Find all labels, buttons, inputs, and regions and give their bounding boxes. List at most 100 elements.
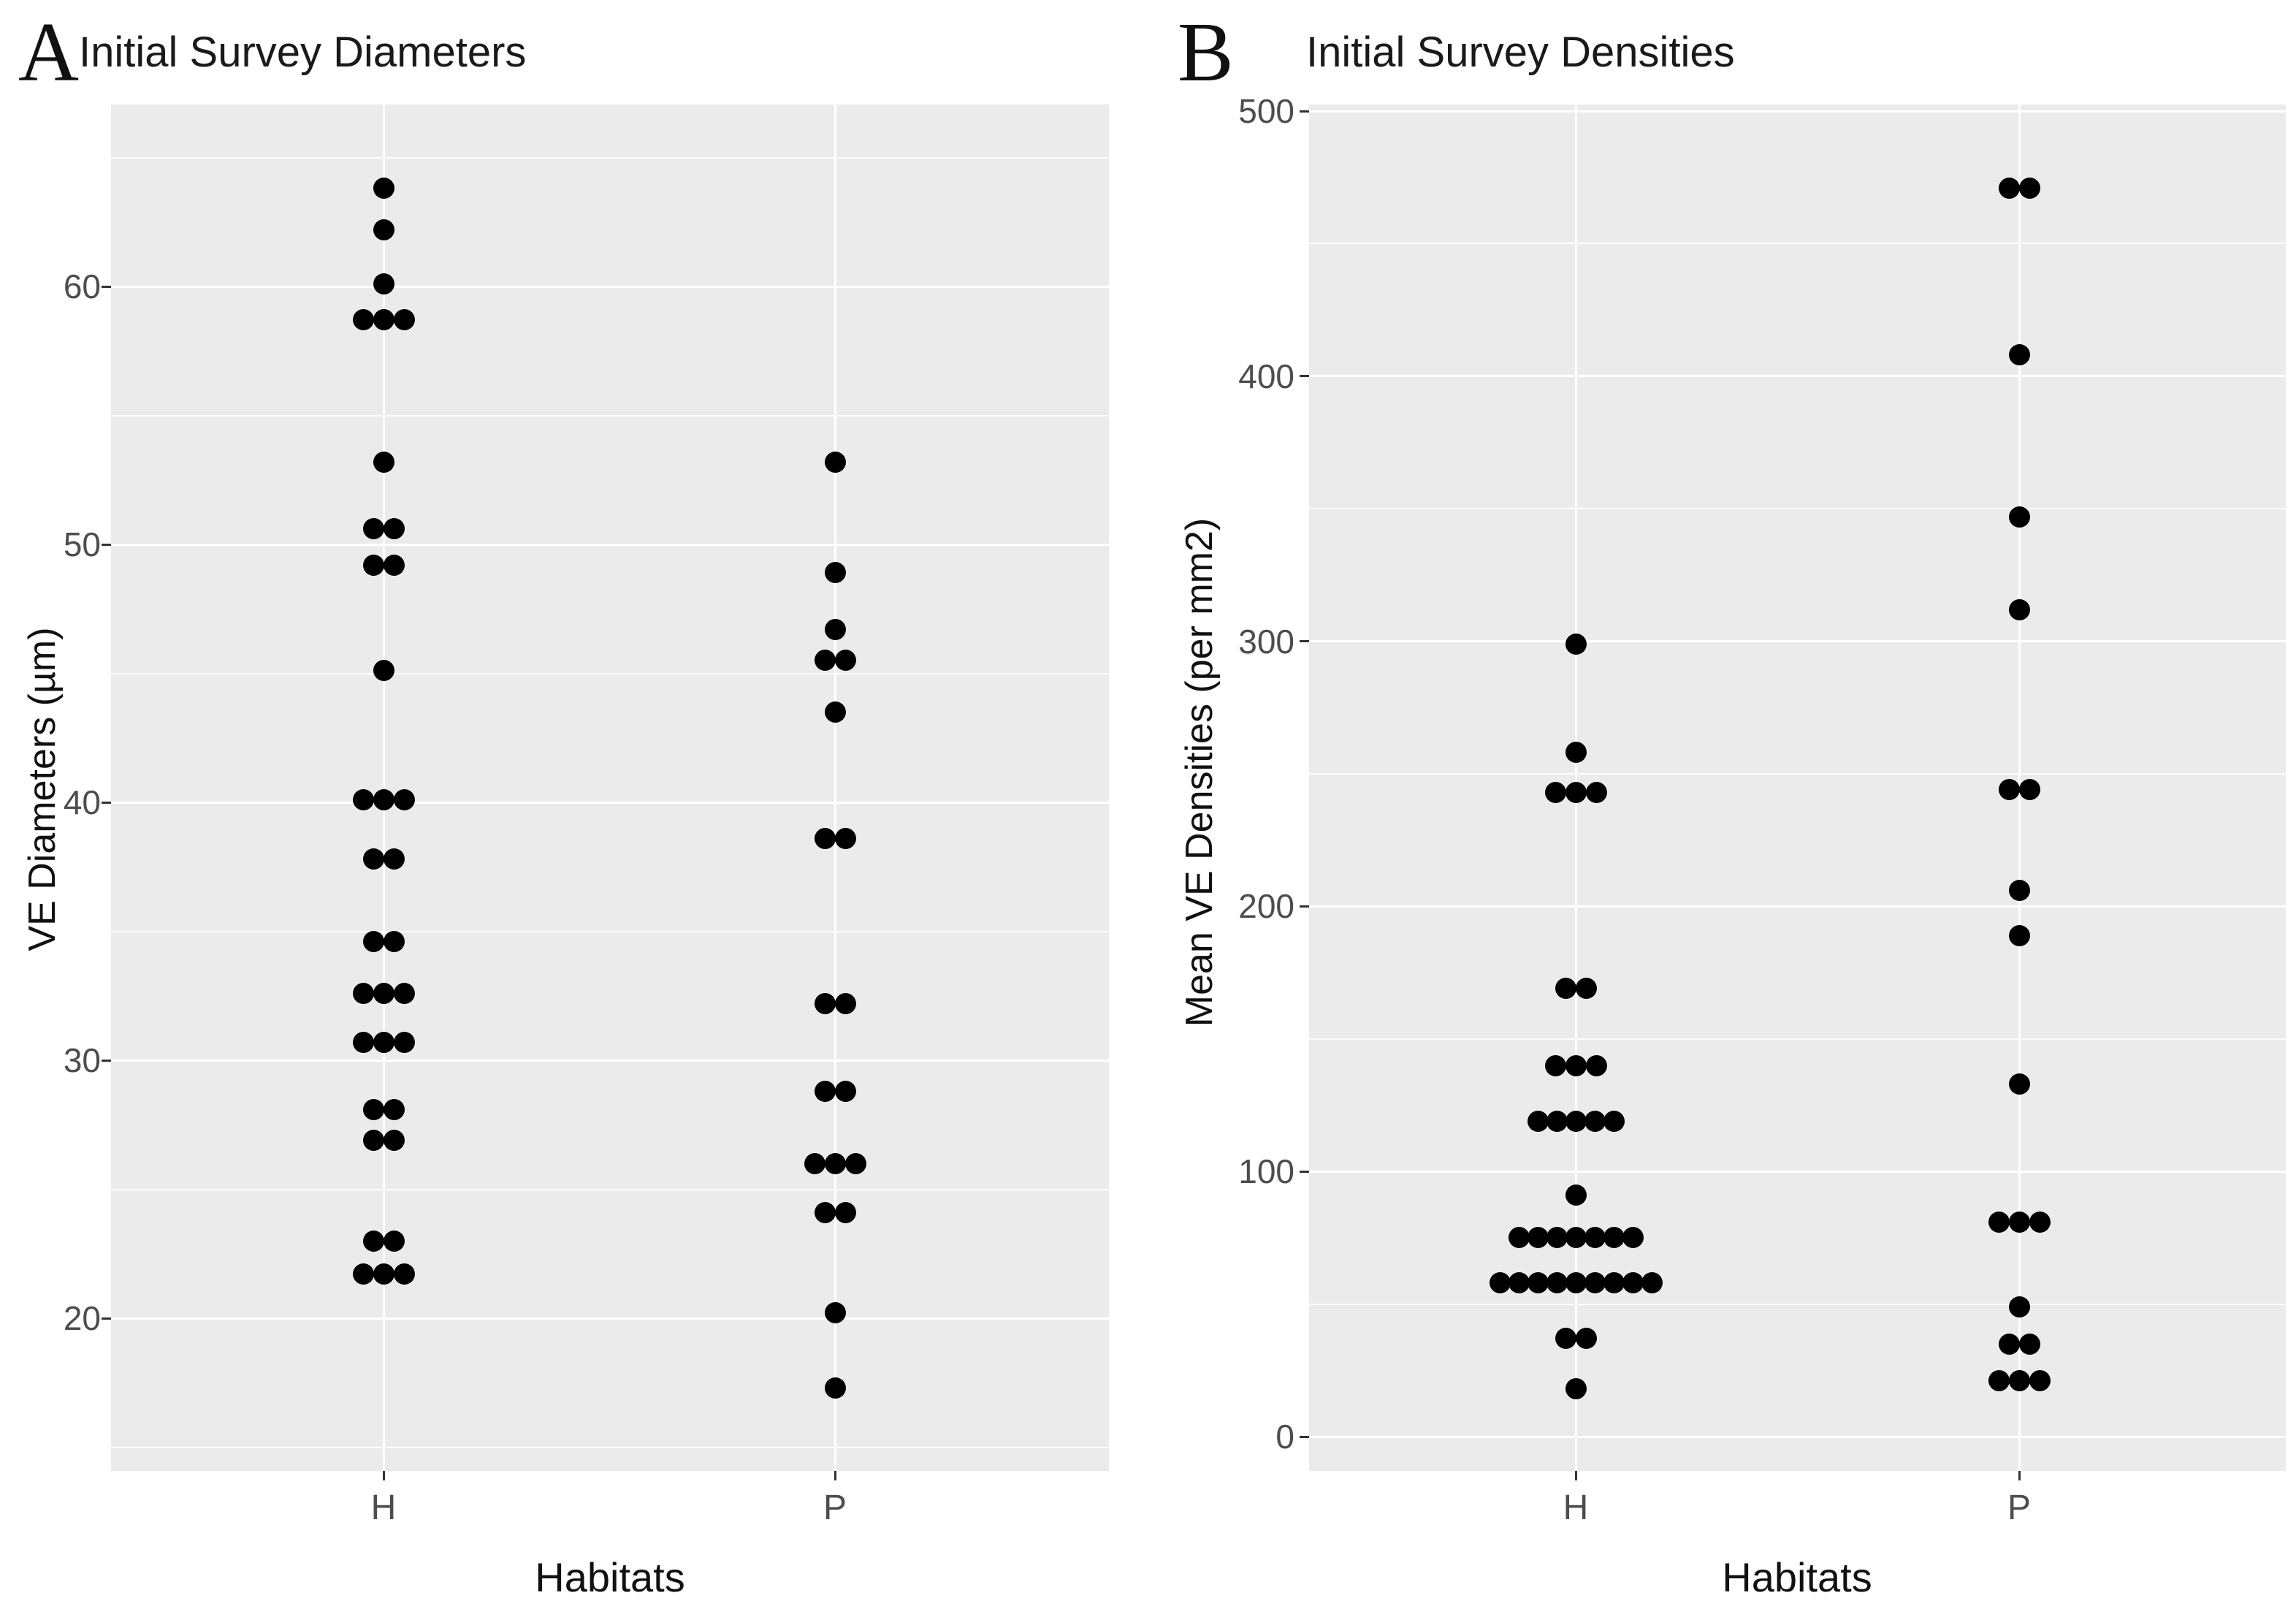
data-dot [383,518,405,540]
y-axis-tick-label: 100 [1238,1152,1294,1191]
gridline-minor [1309,773,2286,775]
category-gridline [834,104,836,1471]
gridline-major [1309,1170,2286,1173]
data-dot [373,218,394,240]
category-gridline [382,104,385,1471]
x-axis-tick [382,1471,385,1480]
data-dot [814,650,836,672]
y-axis-tick [1300,905,1309,908]
gridline-major [1309,375,2286,378]
data-dot [814,1080,836,1102]
data-dot [1584,1110,1606,1132]
data-dot [2008,1370,2030,1392]
data-dot [814,827,836,849]
data-dot [373,273,394,294]
data-dot [834,1080,856,1102]
y-axis-tick-label: 400 [1238,357,1294,395]
y-axis-tick [1300,110,1309,113]
data-dot [814,1201,836,1223]
data-dot [1546,1272,1568,1294]
data-dot [1565,781,1587,803]
data-dot [352,1263,374,1285]
data-dot [2029,1211,2051,1233]
data-dot [373,982,394,1004]
gridline-major [111,285,1109,288]
data-dot [1584,1227,1606,1249]
data-dot [1603,1272,1625,1294]
data-dot [1641,1272,1663,1294]
data-dot [393,309,415,331]
data-dot [1585,781,1607,803]
data-dot [1508,1227,1530,1249]
data-dot [824,1152,846,1174]
gridline-major [111,1317,1109,1320]
x-axis-tick [2018,1471,2021,1480]
data-dot [1603,1227,1625,1249]
data-dot [1998,779,2020,801]
data-dot [834,992,856,1014]
x-axis-category-label: P [2007,1488,2031,1527]
data-dot [1584,1272,1606,1294]
data-dot [393,788,415,810]
data-dot [1622,1272,1644,1294]
y-axis-tick [1300,640,1309,643]
data-dot [2008,1296,2030,1317]
data-dot [1565,1378,1587,1400]
data-dot [362,554,384,576]
data-dot [1565,1110,1587,1132]
data-dot [352,982,374,1004]
data-dot [804,1152,825,1174]
data-dot [834,827,856,849]
panel-b-x-axis-title: Habitats [1722,1554,1872,1600]
data-dot [362,518,384,540]
data-dot [2008,344,2030,366]
data-dot [1555,978,1576,1000]
data-dot [362,1098,384,1120]
data-dot [373,1263,394,1285]
data-dot [373,660,394,682]
data-dot [2008,1211,2030,1233]
data-dot [1508,1272,1530,1294]
data-dot [824,451,846,473]
data-dot [373,451,394,473]
data-dot [373,309,394,331]
data-dot [1565,1272,1587,1294]
data-dot [2008,924,2030,946]
y-axis-tick [102,801,111,804]
y-axis-tick [102,1317,111,1320]
panel-b-y-axis-title: Mean VE Densities (per mm2) [1178,517,1221,1027]
y-axis-tick-label: 20 [63,1299,101,1337]
data-dot [1575,1328,1597,1350]
data-dot [2008,598,2030,620]
data-dot [1988,1370,2010,1392]
data-dot [1546,1227,1568,1249]
data-dot [1565,633,1587,655]
x-axis-tick [1574,1471,1577,1480]
gridline-minor [1309,1303,2286,1305]
gridline-major [1309,110,2286,113]
panel-b-background [1309,104,2286,1471]
y-axis-tick [102,285,111,288]
data-dot [1575,978,1597,1000]
data-dot [352,309,374,331]
data-dot [352,1031,374,1053]
data-dot [373,1031,394,1053]
data-dot [1565,1227,1587,1249]
gridline-minor [111,1188,1109,1190]
gridline-major [111,1059,1109,1062]
y-axis-tick-label: 0 [1275,1418,1294,1456]
data-dot [1622,1227,1644,1249]
panel-a-title: Initial Survey Diameters [79,28,527,76]
x-axis-category-label: H [370,1488,397,1527]
data-dot [2018,177,2040,199]
gridline-major [111,543,1109,546]
data-dot [1998,177,2020,199]
data-dot [834,1201,856,1223]
data-dot [393,1031,415,1053]
data-dot [2018,1333,2040,1355]
data-dot [1565,1054,1587,1076]
panel-a-x-axis-title: Habitats [535,1554,685,1600]
data-dot [2029,1370,2051,1392]
data-dot [1988,1211,2010,1233]
